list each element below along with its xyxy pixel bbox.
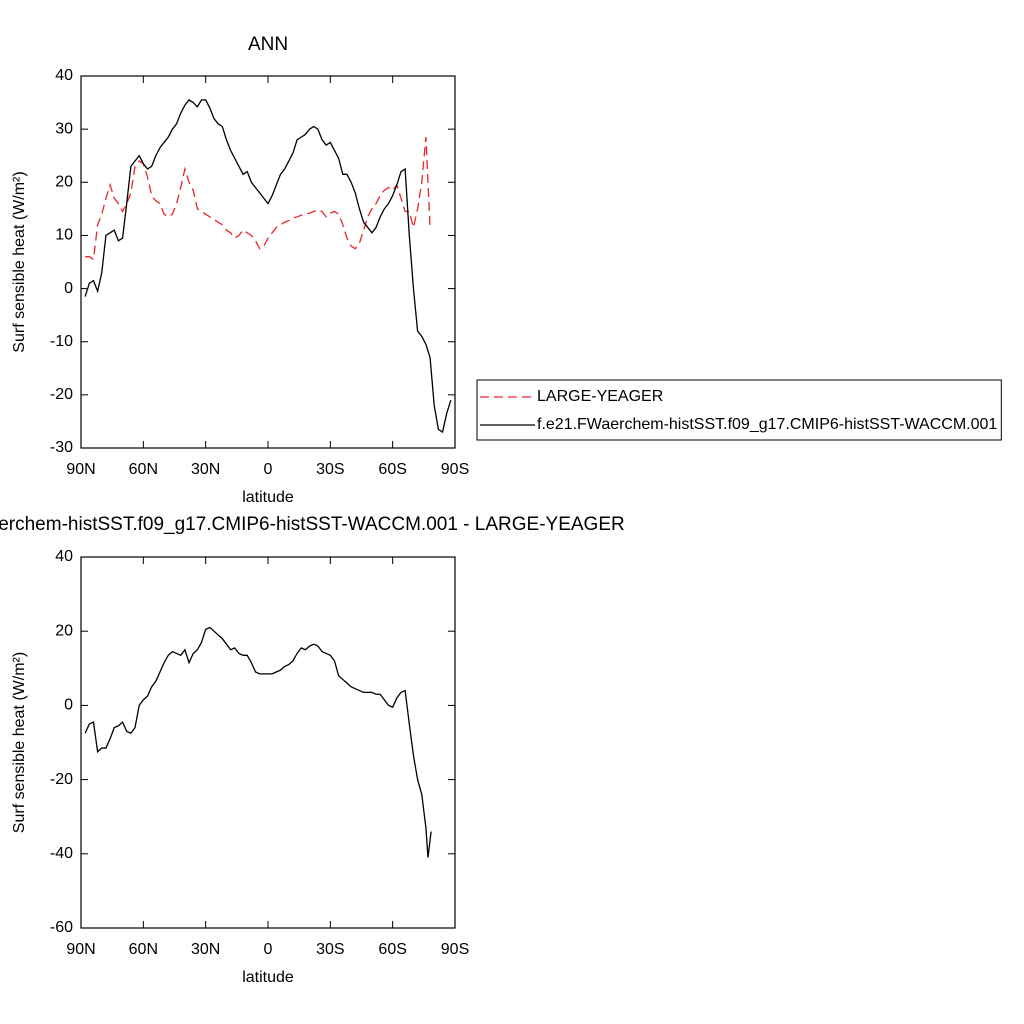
y-tick-label: 30 — [55, 120, 73, 137]
y-tick-label: 20 — [55, 174, 73, 191]
y-tick-label: 20 — [55, 622, 73, 639]
x-tick-label: 30S — [316, 461, 344, 478]
x-tick-label: 60S — [378, 461, 406, 478]
x-tick-label: 30N — [191, 941, 220, 958]
y-tick-label: 40 — [55, 548, 73, 565]
x-tick-label: 90N — [66, 461, 95, 478]
y-tick-label: 10 — [55, 227, 73, 244]
x-tick-label: 0 — [264, 461, 273, 478]
y-tick-label: 0 — [64, 280, 73, 297]
y-tick-label: 0 — [64, 697, 73, 714]
x-tick-label: 30S — [316, 941, 344, 958]
x-tick-label: 30N — [191, 461, 220, 478]
legend: LARGE-YEAGER f.e21.FWaerchem-histSST.f09_… — [476, 379, 1002, 441]
y-tick-label: 40 — [55, 67, 73, 84]
data-line — [84, 99, 452, 434]
data-line — [85, 137, 431, 261]
x-tick-label: 60N — [129, 941, 158, 958]
x-tick-label: 90S — [441, 941, 469, 958]
y-axis-title: Surf sensible heat (W/m²) — [11, 171, 28, 352]
x-axis-title: latitude — [242, 489, 294, 506]
chart-title: f.e21.FWaerchem-histSST.f09_g17.CMIP6-hi… — [0, 514, 625, 535]
y-tick-label: -20 — [50, 771, 73, 788]
y-tick-label: -20 — [50, 386, 73, 403]
x-axis-title: latitude — [242, 969, 294, 986]
plot-frame — [80, 556, 456, 929]
legend-label: LARGE-YEAGER — [537, 388, 663, 405]
legend-label: f.e21.FWaerchem-histSST.f09_g17.CMIP6-hi… — [537, 416, 997, 433]
legend-box — [476, 379, 1002, 441]
plot-frame — [80, 75, 456, 449]
y-tick-label: -40 — [50, 845, 73, 862]
x-tick-label: 90S — [441, 461, 469, 478]
x-tick-label: 90N — [66, 941, 95, 958]
chart-title: ANN — [248, 34, 288, 55]
x-tick-label: 60S — [378, 941, 406, 958]
x-tick-label: 60N — [129, 461, 158, 478]
x-tick-label: 0 — [264, 941, 273, 958]
y-tick-label: -30 — [50, 439, 73, 456]
y-axis-title: Surf sensible heat (W/m²) — [11, 652, 28, 833]
y-tick-label: -60 — [50, 919, 73, 936]
data-line — [84, 626, 432, 858]
y-tick-label: -10 — [50, 333, 73, 350]
